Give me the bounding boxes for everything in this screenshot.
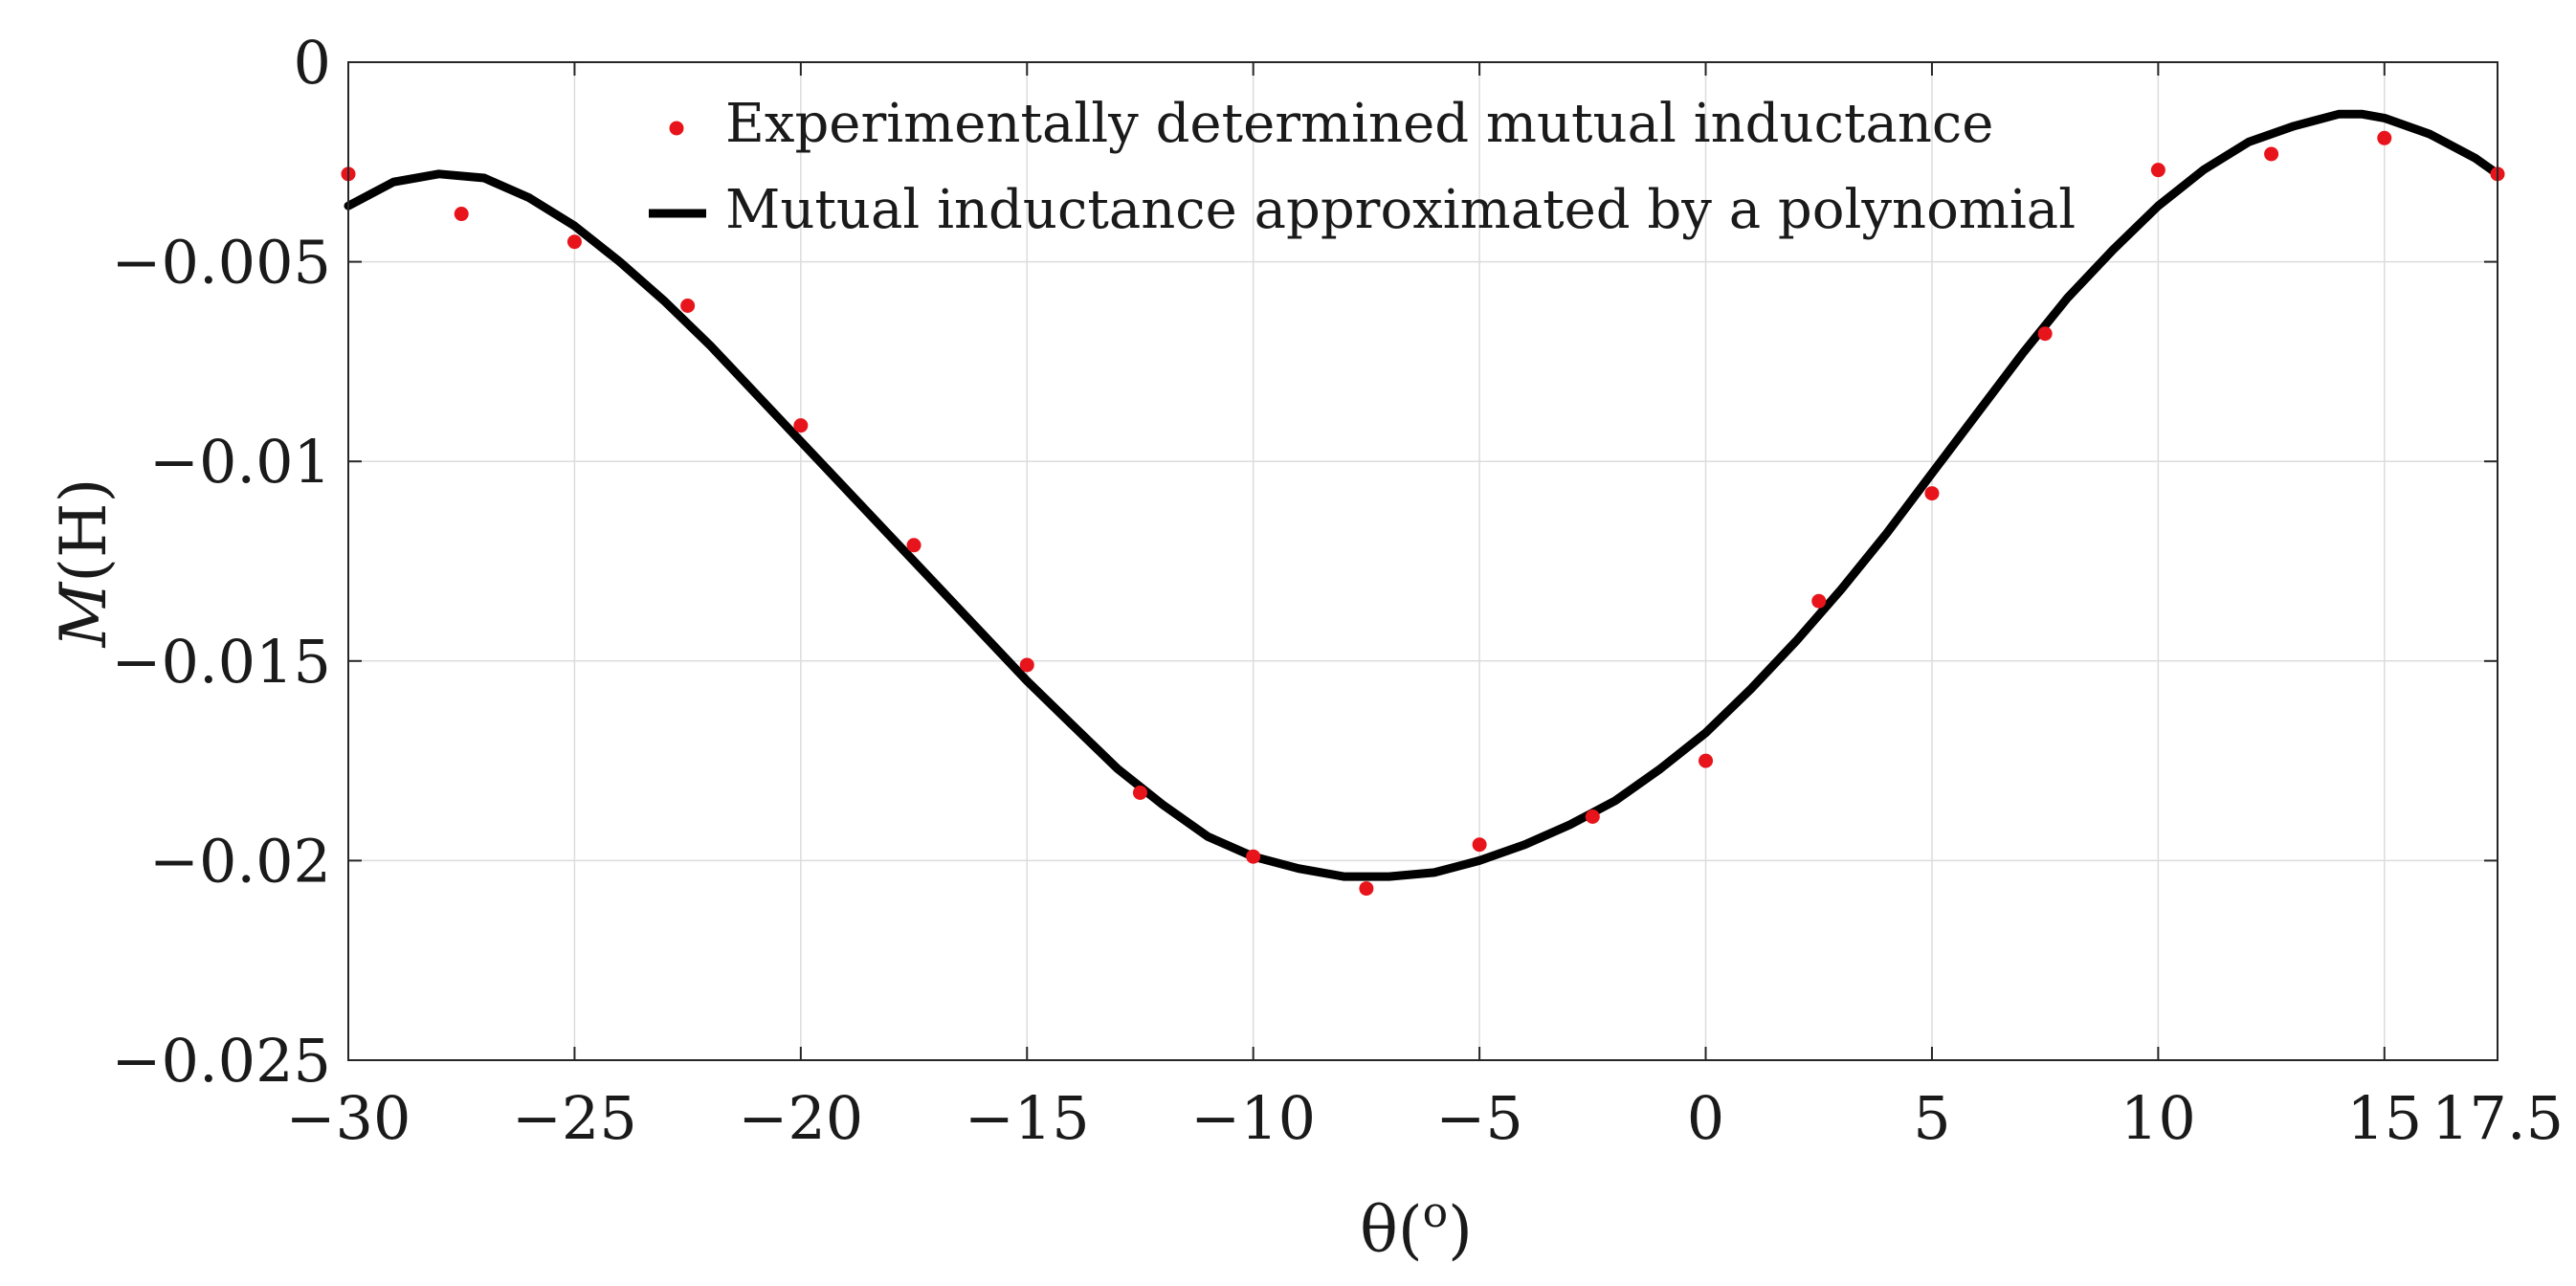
x-tick-label: −25: [512, 1083, 637, 1153]
data-point: [2264, 146, 2279, 162]
x-tick-label: 10: [2121, 1083, 2196, 1153]
data-point: [1359, 881, 1374, 897]
plot-frame: [347, 61, 2498, 1061]
data-point: [1811, 593, 1827, 609]
legend-label-polynomial: Mutual inductance approximated by a poly…: [725, 179, 2076, 241]
y-tick-label: −0.015: [112, 627, 331, 697]
data-point: [1699, 753, 1714, 768]
data-point: [566, 234, 582, 250]
ticks: [347, 61, 2498, 1061]
data-point: [1924, 486, 1940, 501]
x-tick-label: 0: [1687, 1083, 1724, 1153]
x-tick-label: 17.5: [2432, 1083, 2564, 1153]
data-point: [1019, 657, 1034, 673]
y-tick-label: −0.005: [112, 228, 331, 298]
y-tick-label: −0.02: [149, 826, 331, 896]
x-tick-label: 15: [2346, 1083, 2422, 1153]
legend-label-experimental: Experimentally determined mutual inducta…: [725, 93, 1993, 155]
x-tick-label: −10: [1190, 1083, 1316, 1153]
y-axis-label-unit: (H): [47, 478, 121, 583]
data-point: [2037, 326, 2053, 342]
y-tick-labels: 0 −0.005 −0.01 −0.015 −0.02 −0.025: [112, 28, 331, 1096]
data-point: [1585, 809, 1600, 825]
data-point: [1472, 837, 1487, 853]
data-point: [2377, 130, 2392, 145]
data-point: [1132, 785, 1147, 800]
legend-marker-experimental: [669, 121, 684, 136]
polynomial-curve: [344, 109, 2502, 881]
x-tick-label: 5: [1913, 1083, 1950, 1153]
data-point: [2150, 163, 2165, 178]
x-tick-label: −30: [286, 1083, 411, 1153]
x-tick-label: −15: [965, 1083, 1090, 1153]
x-axis-label: θ(o): [1360, 1188, 1473, 1267]
y-tick-label: −0.025: [112, 1026, 331, 1096]
data-point: [454, 207, 469, 222]
x-axis-label-main: θ(: [1360, 1193, 1422, 1267]
data-point: [793, 418, 809, 433]
polynomial-curve-layer: [344, 109, 2502, 881]
x-tick-label: −5: [1435, 1083, 1522, 1153]
x-tick-label: −20: [738, 1083, 863, 1153]
x-axis-label-close: ): [1448, 1193, 1473, 1267]
data-point: [1246, 849, 1261, 864]
y-tick-label: −0.01: [149, 427, 331, 497]
y-axis-label-symbol: M: [47, 581, 121, 648]
y-axis-label: M(H): [47, 478, 121, 649]
data-point: [906, 538, 922, 553]
x-tick-labels: −30 −25 −20 −15 −10 −5 0 5 10 15 17.5: [286, 1083, 2564, 1153]
data-point: [680, 298, 696, 313]
legend: Experimentally determined mutual inducta…: [649, 93, 2076, 241]
experimental-points-layer: [341, 130, 2505, 897]
y-tick-label: 0: [294, 28, 331, 98]
x-axis-label-superscript: o: [1423, 1188, 1449, 1237]
